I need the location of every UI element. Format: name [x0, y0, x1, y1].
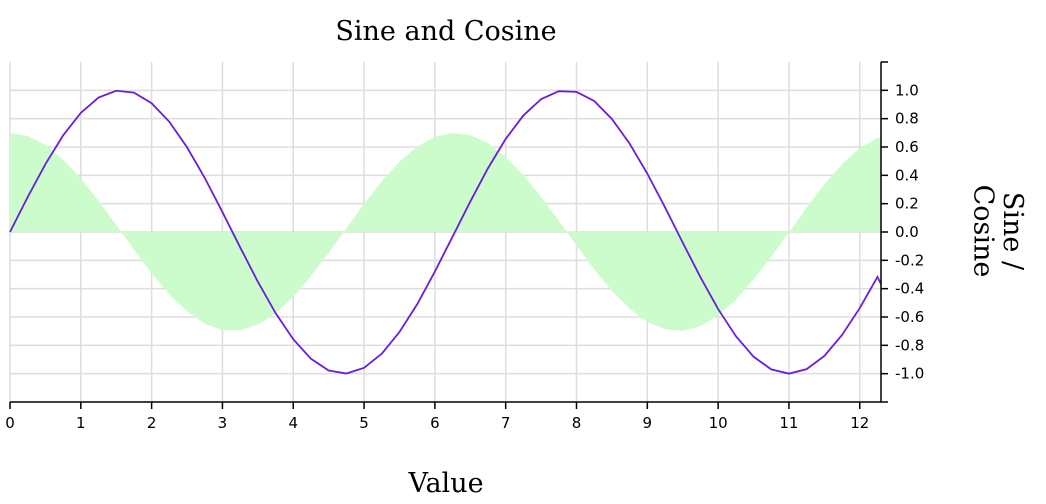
y-tick-label: -0.4	[895, 280, 924, 298]
plot-area	[9, 89, 882, 375]
x-tick-label: 9	[643, 414, 653, 432]
y-tick-label: 0.8	[895, 110, 919, 128]
chart-title: Sine and Cosine	[335, 16, 556, 47]
x-tick-label: 5	[359, 414, 369, 432]
y-tick-label: 0.6	[895, 138, 919, 156]
axes: 0 1 2 3 4 5 6 7 8 9 10 11 12-1.0-0.8-0.6-0.4-0.20.00…	[5, 61, 924, 432]
cosine-area-series	[10, 132, 881, 331]
y-tick-label: 0.0	[895, 223, 919, 241]
x-axis-label: Value	[407, 468, 483, 499]
x-tick-label: 12	[850, 414, 869, 432]
y-tick-label: -0.2	[895, 251, 924, 269]
y-tick-label: -1.0	[895, 365, 924, 383]
x-tick-label: 6	[430, 414, 440, 432]
y-tick-label: -0.6	[895, 308, 924, 326]
x-tick-label: 11	[779, 414, 798, 432]
x-tick-label: 10	[709, 414, 728, 432]
x-tick-label: 2	[147, 414, 157, 432]
y-tick-label: 0.2	[895, 195, 919, 213]
y-axis-label: Sine /Cosine	[967, 185, 1028, 278]
sine-line-series	[9, 89, 882, 375]
y-tick-label: 1.0	[895, 81, 919, 99]
x-tick-label: 8	[572, 414, 582, 432]
x-tick-label: 3	[218, 414, 228, 432]
x-tick-label: 7	[501, 414, 511, 432]
y-tick-label: 0.4	[895, 166, 919, 184]
y-tick-label: -0.8	[895, 336, 924, 354]
x-tick-label: 1	[76, 414, 86, 432]
x-tick-label: 0	[5, 414, 15, 432]
x-tick-label: 4	[288, 414, 298, 432]
